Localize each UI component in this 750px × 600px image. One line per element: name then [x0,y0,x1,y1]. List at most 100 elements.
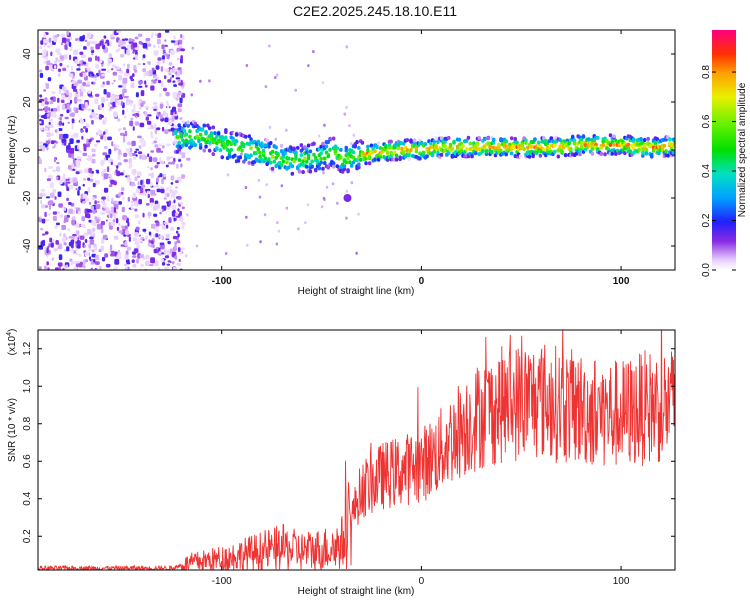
noise-cell [66,109,70,114]
noise-cell [128,152,133,157]
noise-cell [102,44,106,50]
noise-cell [167,162,173,165]
ridge-cell [306,153,311,158]
noise-cell [47,267,50,270]
ridge-cell [323,156,327,161]
noise-cell [137,63,141,65]
noise-cell [280,184,284,188]
noise-cell [108,174,112,178]
noise-cell [103,146,108,149]
noise-cell [89,236,94,240]
noise-cell [75,247,78,251]
ridge-cell [333,149,338,154]
noise-cell [171,204,176,210]
noise-cell [122,77,128,84]
spectrogram-ylabel: Frequency (Hz) [7,116,18,185]
ridge-cell [229,147,233,152]
noise-cell [137,181,140,186]
noise-cell [100,84,105,88]
noise-cell [107,102,111,107]
noise-cell [48,200,54,205]
ridge-cell [216,131,221,136]
noise-cell [94,216,98,220]
noise-cell [161,178,164,185]
noise-cell [123,216,127,221]
ridge-cell [558,138,562,142]
noise-cell [153,122,157,129]
noise-cell [174,255,178,260]
noise-cell [88,57,92,62]
noise-cell [55,176,59,180]
noise-cell [43,127,49,132]
noise-cell [177,57,180,61]
noise-cell [138,85,143,88]
ridge-cell [258,154,262,159]
noise-cell [93,220,97,227]
ridge-cell [290,164,295,169]
spectrogram-y-ticks: -40 -20 0 20 40 [22,48,675,253]
noise-cell [323,123,326,127]
noise-cell [170,112,174,116]
noise-cell [88,139,92,143]
noise-cell [66,31,70,36]
noise-cell [177,208,180,212]
noise-cell [94,93,100,97]
noise-cell [151,124,154,130]
noise-cell [140,263,144,267]
noise-cell [39,72,44,78]
noise-cell [77,145,80,150]
noise-cell [117,48,121,52]
ridge-cell [328,136,332,141]
colorbar-tick-label: 0.6 [701,114,712,128]
ridge-cell [394,157,399,162]
ridge-cell [405,138,410,143]
noise-cell [80,224,83,227]
noise-cell [92,197,96,201]
noise-cell [64,44,68,50]
noise-cell [64,116,69,120]
ridge-cell [511,145,516,150]
noise-cell [224,252,228,255]
noise-cell [46,261,49,266]
noise-cell [50,97,54,100]
ridge-cell [373,157,377,162]
noise-cell [118,85,123,88]
ridge-cell [319,156,323,161]
noise-cell [150,223,156,229]
noise-cell [88,201,92,205]
noise-cell [106,195,110,202]
noise-cell [78,253,82,257]
ridge-cell [222,141,226,146]
noise-cell [134,54,138,61]
noise-cell [240,152,243,156]
noise-cell [141,154,146,161]
ridge-cell [542,147,546,152]
noise-cell [43,44,46,48]
noise-cell [57,74,61,77]
noise-cell [129,75,133,80]
noise-cell [69,54,72,60]
noise-cell [117,162,122,166]
ridge-cell [236,158,241,163]
noise-cell [44,106,49,111]
noise-cell [171,161,175,165]
ridge-cell [626,146,631,151]
noise-cell [165,266,169,270]
ridge-cell [421,150,426,155]
noise-cell [97,200,100,204]
noise-cell [164,129,169,134]
noise-cell [81,60,84,66]
noise-cell [66,145,71,151]
noise-cell [139,155,142,160]
noise-cell [85,123,90,128]
noise-cell [164,117,169,123]
noise-cell [75,187,78,191]
noise-cell [59,266,61,270]
noise-cell [172,131,175,137]
ridge-cell [536,140,541,145]
noise-cell [135,188,141,193]
noise-cell [131,169,137,175]
noise-cell [177,79,181,83]
ridge-cell [233,142,237,147]
noise-cell [43,89,47,92]
